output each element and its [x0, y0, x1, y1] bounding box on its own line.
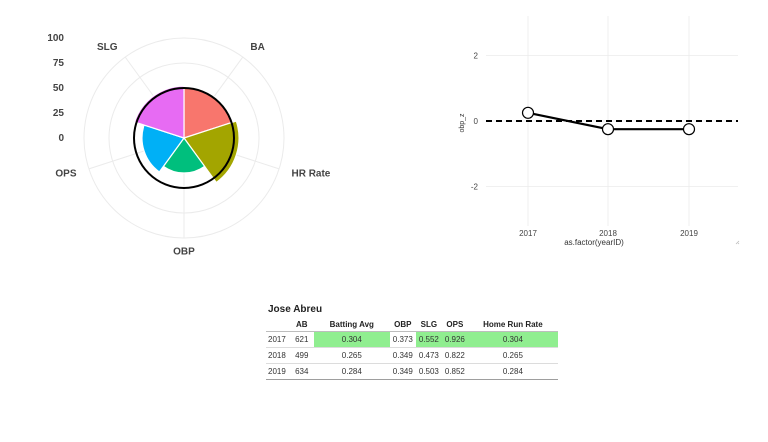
- table-cell: 2018: [266, 347, 290, 364]
- polar-radial-tick-label: 75: [53, 58, 65, 69]
- table-cell: 0.304: [467, 331, 558, 348]
- polar-category-label: HR Rate: [291, 168, 330, 179]
- table-header-row: AB Batting Avg OBP SLG OPS Home Run Rate: [266, 318, 558, 332]
- polar-category-label: OPS: [55, 168, 76, 179]
- table-cell: 0.552: [415, 331, 442, 348]
- table-cell: 0.265: [313, 347, 390, 364]
- y-tick-labels: 2 0 -2: [471, 51, 479, 191]
- table-cell: 2019: [266, 363, 290, 380]
- stats-table: AB Batting Avg OBP SLG OPS Home Run Rate…: [266, 318, 558, 380]
- table-cell: 0.473: [415, 347, 442, 364]
- polar-category-label: BA: [250, 42, 264, 53]
- table-cell: 0.349: [389, 363, 416, 380]
- polar-category-label: OBP: [173, 247, 195, 258]
- polar-radial-ticks: 100 75 50 25 0: [47, 33, 64, 144]
- polar-bar: [141, 124, 185, 173]
- header-cell: Batting Avg: [313, 318, 390, 332]
- header-cell: SLG: [415, 318, 442, 332]
- table-cell: 0.373: [389, 331, 416, 348]
- table-cell: 0.284: [313, 363, 390, 380]
- polar-bar: [133, 85, 185, 139]
- header-cell: Home Run Rate: [467, 318, 558, 332]
- header-cell: AB: [289, 318, 314, 332]
- stats-table-container: Jose Abreu AB Batting Avg OBP SLG OPS Ho…: [266, 304, 558, 380]
- y-tick-label: 2: [474, 51, 479, 60]
- y-tick-label: -2: [471, 183, 479, 192]
- resize-corner-icon: [735, 240, 740, 245]
- x-tick-labels: 2017 2018 2019: [519, 229, 698, 238]
- data-point: [682, 123, 696, 136]
- data-point: [521, 106, 535, 119]
- table-cell: 0.284: [467, 363, 558, 380]
- table-title: Jose Abreu: [268, 304, 323, 315]
- polar-radial-tick-label: 25: [53, 108, 65, 119]
- data-point: [601, 123, 615, 136]
- polar-bar-chart: BA HR Rate OBP OPS SLG 100 75 50 25 0: [47, 33, 330, 258]
- table-cell: 499: [289, 347, 314, 364]
- x-axis-label: as.factor(yearID): [564, 238, 624, 247]
- y-axis-label: obp_z: [459, 113, 466, 133]
- x-tick-label: 2018: [599, 229, 617, 238]
- x-tick-label: 2019: [680, 229, 698, 238]
- table-cell: 0.304: [313, 331, 390, 348]
- table-row: 2017 621 0.304 0.373 0.552 0.926 0.304: [266, 331, 558, 348]
- table-cell: 0.265: [467, 347, 558, 364]
- table-cell: 0.349: [389, 347, 416, 364]
- line-points: [521, 106, 696, 136]
- polar-category-labels: BA HR Rate OBP OPS SLG: [55, 42, 330, 257]
- table-row: 2018 499 0.265 0.349 0.473 0.822 0.265: [266, 347, 558, 364]
- table-cell: 0.503: [415, 363, 442, 380]
- polar-reference-circle: [133, 87, 235, 189]
- polar-bar: [162, 136, 206, 174]
- table-cell: 621: [289, 331, 314, 348]
- table-cell: 2017: [266, 331, 290, 348]
- polar-radial-tick-label: 50: [53, 83, 65, 94]
- polar-radial-tick-label: 0: [58, 133, 64, 144]
- table-row: 2019 634 0.284 0.349 0.503 0.852 0.284: [266, 363, 558, 380]
- polar-category-label: SLG: [97, 42, 118, 53]
- table-cell: 0.822: [441, 347, 468, 364]
- header-cell: OPS: [441, 318, 468, 332]
- x-tick-label: 2017: [519, 229, 537, 238]
- obp-z-line-chart: 2 0 -2 2017 2018 2019 as.factor(yearID) obp_…: [459, 16, 740, 247]
- polar-reference-ring: [133, 87, 235, 189]
- polar-radial-tick-label: 100: [47, 33, 64, 44]
- header-cell: [266, 318, 290, 332]
- table-cell: 0.852: [441, 363, 468, 380]
- table-cell: 634: [289, 363, 314, 380]
- y-tick-label: 0: [474, 117, 479, 126]
- header-cell: OBP: [389, 318, 416, 332]
- table-cell: 0.926: [441, 331, 468, 348]
